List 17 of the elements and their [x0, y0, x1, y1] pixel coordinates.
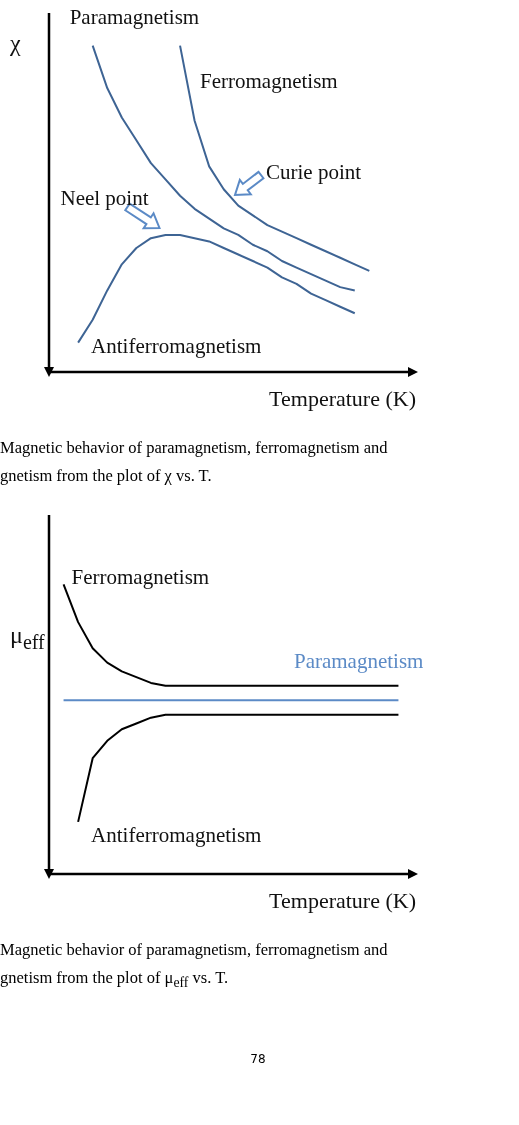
text: Magnetic behavior of paramagnetism, ferromagnetism and: [0, 939, 389, 961]
series-label: Paramagnetism: [69, 4, 200, 29]
series-label: Ferromagnetism: [200, 68, 338, 93]
x-axis-title: Temperature (K): [268, 888, 417, 914]
y-axis-title: χ: [10, 30, 21, 57]
series-label: Antiferromagnetism: [91, 333, 262, 358]
series-label: Antiferromagnetism: [91, 822, 262, 847]
text: 78: [249, 1051, 267, 1069]
series-label: Ferromagnetism: [71, 565, 210, 590]
text: gnetism from the plot of χ vs. T.: [0, 465, 213, 487]
annotation: Curie point: [266, 160, 362, 185]
text: gnetism from the plot of μ$_{eff}$ vs. T.: [0, 967, 230, 993]
y-axis-title: μ$_{eff}$: [10, 622, 45, 654]
series-label: Paramagnetism: [293, 649, 424, 674]
x-axis-title: Temperature (K): [268, 386, 417, 412]
text: Magnetic behavior of paramagnetism, ferromagnetism and: [0, 437, 389, 459]
annotation: Neel point: [60, 185, 149, 210]
